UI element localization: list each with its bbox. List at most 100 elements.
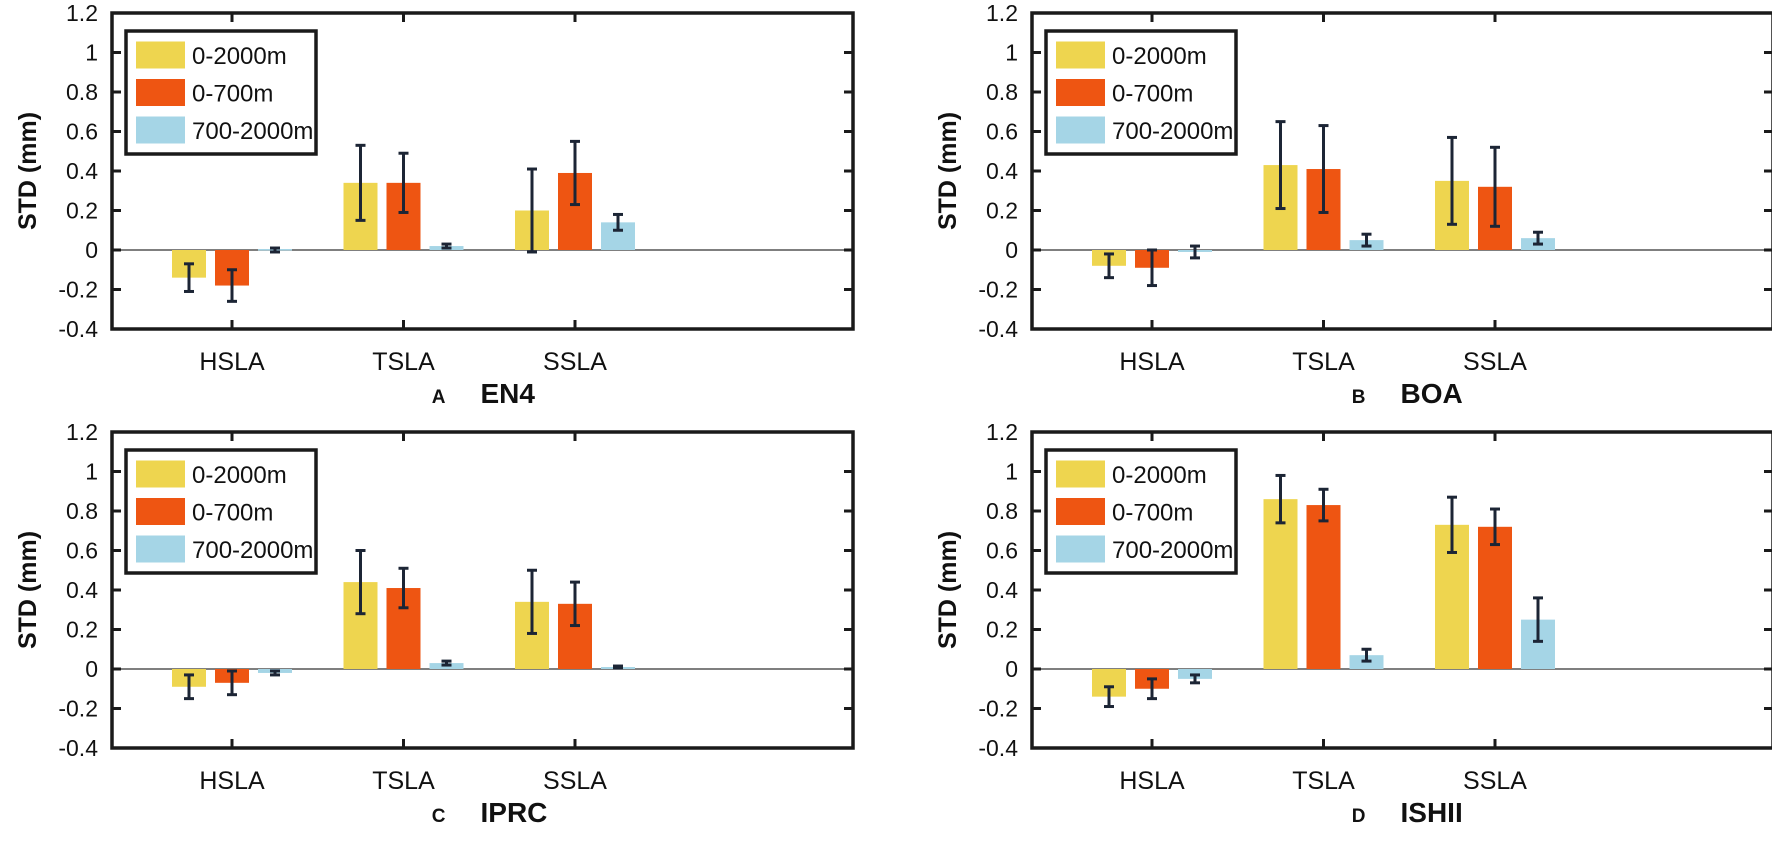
y-tick-label: -0.4 — [978, 316, 1018, 342]
error-bar-0-2000m-TSLA — [355, 143, 366, 222]
error-bar-0-700m-HSLA — [227, 268, 237, 303]
x-tick-label: TSLA — [1292, 348, 1355, 376]
error-bar-700-2000m-HSLA — [1190, 244, 1200, 260]
y-axis-label: STD (mm) — [14, 112, 42, 230]
y-tick-label: -0.2 — [58, 696, 98, 722]
error-bar-700-2000m-TSLA — [1361, 232, 1372, 248]
y-tick-label: 0.6 — [986, 538, 1018, 564]
x-tick-label: HSLA — [199, 767, 265, 795]
error-bar-0-2000m-SSLA — [1447, 135, 1457, 226]
error-bar-0-700m-HSLA — [1147, 248, 1157, 288]
x-tick-label: SSLA — [1463, 348, 1527, 376]
x-tick-label: TSLA — [372, 348, 435, 376]
error-bar-700-2000m-TSLA — [441, 659, 452, 667]
legend: 0-2000m 0-700m 700-2000m — [1044, 29, 1238, 156]
y-tick-label: -0.4 — [58, 316, 98, 342]
error-bar-700-2000m-HSLA — [270, 669, 280, 677]
bar-0-700m-SSLA — [1478, 526, 1512, 669]
y-tick-label: 1 — [1005, 459, 1018, 485]
legend: 0-2000m 0-700m 700-2000m — [124, 29, 318, 156]
legend-label: 700-2000m — [1112, 118, 1233, 145]
y-tick-label: 0 — [85, 656, 98, 682]
legend-swatch — [136, 460, 185, 488]
panel-c: -0.4 -0.2 0 0.2 0.4 0.6 0.8 1 1.2 HSLA TSLA SSLA STD… — [14, 419, 855, 828]
panel-letter: B — [1352, 387, 1366, 408]
y-tick-label: 0 — [85, 237, 98, 263]
x-tick-label: HSLA — [199, 348, 265, 376]
error-bar-700-2000m-SSLA — [613, 664, 623, 670]
panel-d: -0.4 -0.2 0 0.2 0.4 0.6 0.8 1 1.2 HSLA TSLA SSLA STD… — [934, 419, 1772, 828]
x-tick-label: SSLA — [1463, 767, 1527, 795]
panel-title: EN4 — [481, 378, 536, 409]
x-tick-label: TSLA — [372, 767, 435, 795]
y-tick-label: 0.8 — [986, 79, 1018, 105]
error-bar-0-700m-SSLA — [1490, 145, 1500, 228]
legend-label: 700-2000m — [192, 537, 313, 564]
x-tick-label: SSLA — [543, 767, 607, 795]
error-bar-0-700m-SSLA — [570, 139, 580, 207]
legend-swatch — [1056, 498, 1105, 525]
error-bar-0-700m-HSLA — [227, 669, 237, 697]
error-bar-700-2000m-SSLA — [1533, 596, 1543, 643]
y-tick-label: 1.2 — [986, 0, 1018, 26]
y-tick-label: 1.2 — [66, 0, 98, 26]
legend-label: 700-2000m — [1112, 537, 1233, 564]
legend-label: 0-700m — [192, 81, 273, 108]
legend-label: 700-2000m — [192, 118, 313, 145]
x-tick-label: SSLA — [543, 348, 607, 376]
panel-title: BOA — [1401, 378, 1463, 409]
panel-title: IPRC — [481, 797, 548, 828]
legend-swatch — [1056, 79, 1105, 106]
legend-label: 0-2000m — [192, 462, 287, 489]
error-bar-0-700m-HSLA — [1147, 677, 1157, 701]
error-bar-700-2000m-HSLA — [270, 246, 280, 254]
y-tick-label: 0.8 — [66, 498, 98, 524]
y-tick-label: 0.4 — [66, 158, 98, 184]
y-tick-label: -0.2 — [58, 277, 98, 303]
error-bar-0-2000m-SSLA — [527, 568, 537, 635]
legend-swatch — [136, 41, 185, 69]
y-tick-label: 0 — [1005, 656, 1018, 682]
legend-swatch — [136, 535, 185, 563]
error-bar-700-2000m-HSLA — [1190, 673, 1200, 685]
y-tick-label: -0.2 — [978, 277, 1018, 303]
error-bar-700-2000m-SSLA — [613, 212, 623, 232]
y-tick-label: 0.4 — [66, 577, 98, 603]
y-tick-label: 0.2 — [66, 617, 98, 643]
y-tick-label: -0.4 — [978, 735, 1018, 761]
y-tick-label: 0 — [1005, 237, 1018, 263]
y-tick-label: 1.2 — [986, 419, 1018, 445]
error-bar-0-2000m-HSLA — [1104, 685, 1114, 709]
bar-0-700m-TSLA — [1306, 505, 1341, 669]
legend-label: 0-700m — [1112, 500, 1193, 527]
error-bar-0-2000m-SSLA — [527, 167, 537, 254]
legend-swatch — [1056, 116, 1105, 144]
error-bar-0-2000m-HSLA — [184, 673, 194, 701]
error-bar-700-2000m-SSLA — [1533, 230, 1543, 246]
legend-swatch — [136, 498, 185, 525]
legend-label: 0-700m — [1112, 81, 1193, 108]
panel-a: -0.4 -0.2 0 0.2 0.4 0.6 0.8 1 1.2 HSLA TSLA SSLA STD… — [14, 0, 855, 409]
error-bar-0-2000m-HSLA — [1104, 252, 1114, 280]
y-tick-label: -0.4 — [58, 735, 98, 761]
legend-swatch — [136, 116, 185, 144]
x-tick-label: HSLA — [1119, 767, 1185, 795]
legend: 0-2000m 0-700m 700-2000m — [124, 448, 318, 575]
y-tick-label: 0.4 — [986, 577, 1018, 603]
y-tick-label: -0.2 — [978, 696, 1018, 722]
panel-letter: D — [1352, 806, 1366, 827]
error-bar-700-2000m-TSLA — [1361, 647, 1372, 663]
legend-label: 0-2000m — [1112, 43, 1207, 70]
y-tick-label: 0.2 — [986, 198, 1018, 224]
error-bar-0-700m-SSLA — [1490, 507, 1500, 547]
x-tick-label: TSLA — [1292, 767, 1355, 795]
x-tick-label: HSLA — [1119, 348, 1185, 376]
y-tick-label: 1.2 — [66, 419, 98, 445]
error-bar-0-700m-TSLA — [398, 151, 409, 214]
error-bar-0-700m-SSLA — [570, 580, 580, 628]
panel-letter: C — [432, 806, 446, 827]
y-axis-label: STD (mm) — [934, 112, 962, 230]
error-bar-0-2000m-TSLA — [1275, 473, 1286, 525]
error-bar-0-2000m-TSLA — [355, 549, 366, 616]
